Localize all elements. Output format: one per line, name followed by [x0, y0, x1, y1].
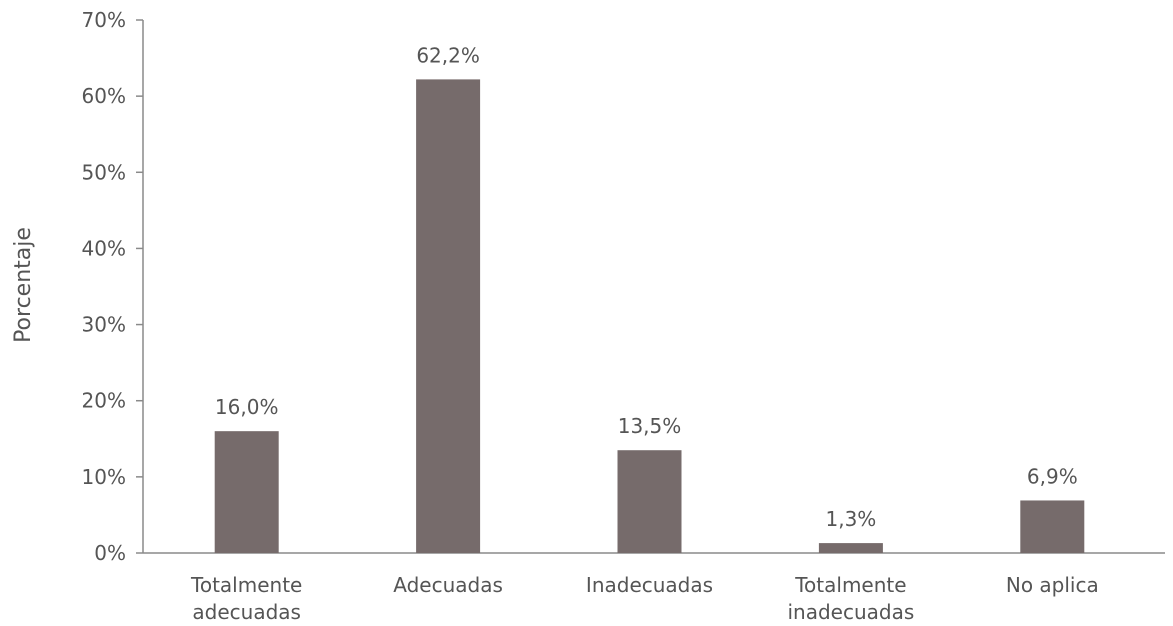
bar-value-label: 13,5% — [618, 414, 682, 438]
x-axis: Totalmente adecuadas Adecuadas Inadecuadas T… — [143, 552, 1165, 624]
bar — [214, 431, 279, 553]
y-tick-label: 20% — [82, 389, 126, 413]
bar — [617, 450, 682, 553]
y-axis: 0% 10% 20% 30% 40% 50% 60% 70% — [82, 8, 144, 565]
bar-value-label: 16,0% — [215, 395, 279, 419]
y-tick-label: 30% — [82, 313, 126, 337]
x-category-label: Totalmente adecuadas — [190, 573, 302, 624]
x-category-label: Totalmente inadecuadas — [788, 573, 915, 624]
x-category-label-line: Totalmente — [794, 573, 906, 597]
y-axis-title: Porcentaje — [11, 227, 36, 343]
x-category-label-line: Adecuadas — [393, 573, 503, 597]
y-tick-label: 0% — [94, 541, 126, 565]
bar-value-label: 62,2% — [416, 43, 480, 67]
x-category-label-line: inadecuadas — [788, 600, 915, 624]
bars — [214, 79, 1085, 554]
x-category-label: Adecuadas — [393, 573, 503, 597]
bar-value-label: 1,3% — [825, 507, 876, 531]
bar-value-label: 6,9% — [1027, 464, 1078, 488]
bar — [416, 79, 481, 554]
y-tick-label: 60% — [82, 84, 126, 108]
x-category-label: Inadecuadas — [586, 573, 713, 597]
y-tick-label: 10% — [82, 465, 126, 489]
x-category-label-line: Totalmente — [190, 573, 302, 597]
x-category-label-line: adecuadas — [192, 600, 301, 624]
y-tick-label: 40% — [82, 236, 126, 260]
y-axis-label: Porcentaje — [11, 227, 36, 343]
x-category-label: No aplica — [1006, 573, 1099, 597]
y-tick-label: 70% — [82, 8, 126, 32]
bar — [1020, 500, 1085, 553]
data-labels: 16,0% 62,2% 13,5% 1,3% 6,9% — [215, 43, 1078, 531]
bar — [818, 543, 883, 553]
x-category-label-line: Inadecuadas — [586, 573, 713, 597]
x-category-label-line: No aplica — [1006, 573, 1099, 597]
y-tick-label: 50% — [82, 160, 126, 184]
